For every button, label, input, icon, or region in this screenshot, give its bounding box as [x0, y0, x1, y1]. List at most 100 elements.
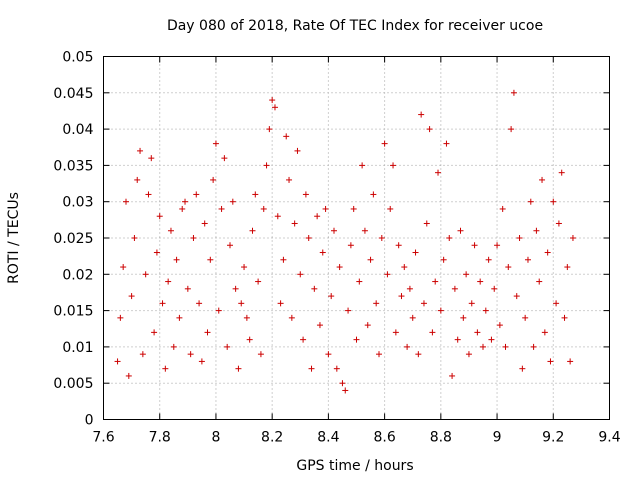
chart-title: Day 080 of 2018, Rate Of TEC Index for r… [167, 18, 543, 34]
data-point [210, 176, 217, 183]
data-point [266, 126, 273, 133]
data-point [567, 358, 574, 365]
data-point [446, 235, 453, 241]
data-point [269, 97, 276, 104]
data-point [246, 336, 253, 343]
data-point [569, 235, 576, 241]
data-point [435, 169, 442, 176]
data-point [148, 155, 155, 162]
data-point [499, 205, 506, 212]
data-point [235, 365, 242, 372]
data-point [232, 285, 239, 292]
y-tick-label: 0.035 [53, 158, 93, 174]
data-point [555, 220, 562, 227]
data-point [173, 256, 180, 263]
data-point [356, 278, 363, 285]
data-point [263, 162, 270, 169]
data-point [302, 191, 309, 198]
data-point [221, 155, 228, 162]
data-point [294, 147, 301, 154]
data-point [243, 314, 250, 321]
data-point [451, 285, 458, 292]
data-point [553, 300, 560, 307]
data-point [333, 365, 340, 372]
x-tick-label: 8.6 [373, 430, 395, 446]
data-point [280, 256, 287, 263]
data-point [207, 256, 214, 263]
data-point [527, 198, 534, 205]
data-point [443, 140, 450, 147]
data-point [182, 198, 189, 205]
data-point [198, 358, 205, 365]
data-point [524, 256, 531, 263]
data-point [384, 271, 391, 278]
x-tick-label: 8.4 [317, 430, 339, 446]
data-point [429, 329, 436, 336]
data-point [474, 329, 481, 336]
data-point [437, 307, 444, 314]
data-point [420, 300, 427, 307]
data-point [491, 285, 498, 292]
data-point [316, 322, 323, 329]
data-point [252, 191, 259, 198]
data-point [367, 256, 374, 263]
data-point [283, 133, 290, 140]
data-point [300, 336, 307, 343]
data-point [544, 249, 551, 256]
data-point [117, 314, 124, 321]
data-point [274, 213, 281, 220]
data-point [454, 336, 461, 343]
data-point [159, 300, 166, 307]
data-point [319, 249, 326, 256]
data-point [131, 235, 138, 241]
data-point [156, 213, 163, 220]
data-point [547, 358, 554, 365]
data-point [370, 191, 377, 198]
data-point [331, 227, 338, 234]
y-tick-label: 0.01 [62, 340, 93, 356]
data-point [364, 322, 371, 329]
data-point [288, 314, 295, 321]
data-point [215, 307, 222, 314]
data-point [502, 343, 509, 350]
data-point [404, 343, 411, 350]
data-point [342, 387, 349, 394]
data-point [522, 314, 529, 321]
y-tick-label: 0 [85, 413, 94, 429]
data-point [395, 242, 402, 249]
data-point [539, 176, 546, 183]
data-point [485, 256, 492, 263]
data-point [120, 264, 127, 271]
x-tick-label: 9.4 [598, 430, 620, 446]
data-point [125, 372, 132, 379]
data-point [505, 264, 512, 271]
data-point [196, 300, 203, 307]
tick-labels: 7.6 7.8 8 8.2 8.4 8.6 8.8 9 9.2 9.4 0 0.005 0.01 0.01… [53, 50, 620, 446]
data-point [375, 351, 382, 358]
data-point [257, 351, 264, 358]
data-point [513, 293, 520, 300]
data-point [201, 220, 208, 227]
data-point [432, 278, 439, 285]
data-point [325, 351, 332, 358]
data-point [328, 293, 335, 300]
data-point [224, 343, 231, 350]
data-point [516, 235, 523, 241]
data-point [457, 227, 464, 234]
x-tick-label: 8.8 [430, 430, 452, 446]
data-point [122, 198, 129, 205]
y-tick-label: 0.015 [53, 304, 93, 320]
data-point [561, 314, 568, 321]
data-point [378, 235, 385, 241]
data-point [176, 314, 183, 321]
data-point [190, 235, 197, 241]
data-point [137, 147, 144, 154]
data-point [204, 329, 211, 336]
data-point [494, 242, 501, 249]
data-point [426, 126, 433, 133]
x-axis-label: GPS time / hours [296, 458, 413, 474]
data-point [480, 343, 486, 350]
data-point [249, 227, 256, 234]
data-point [227, 242, 233, 249]
